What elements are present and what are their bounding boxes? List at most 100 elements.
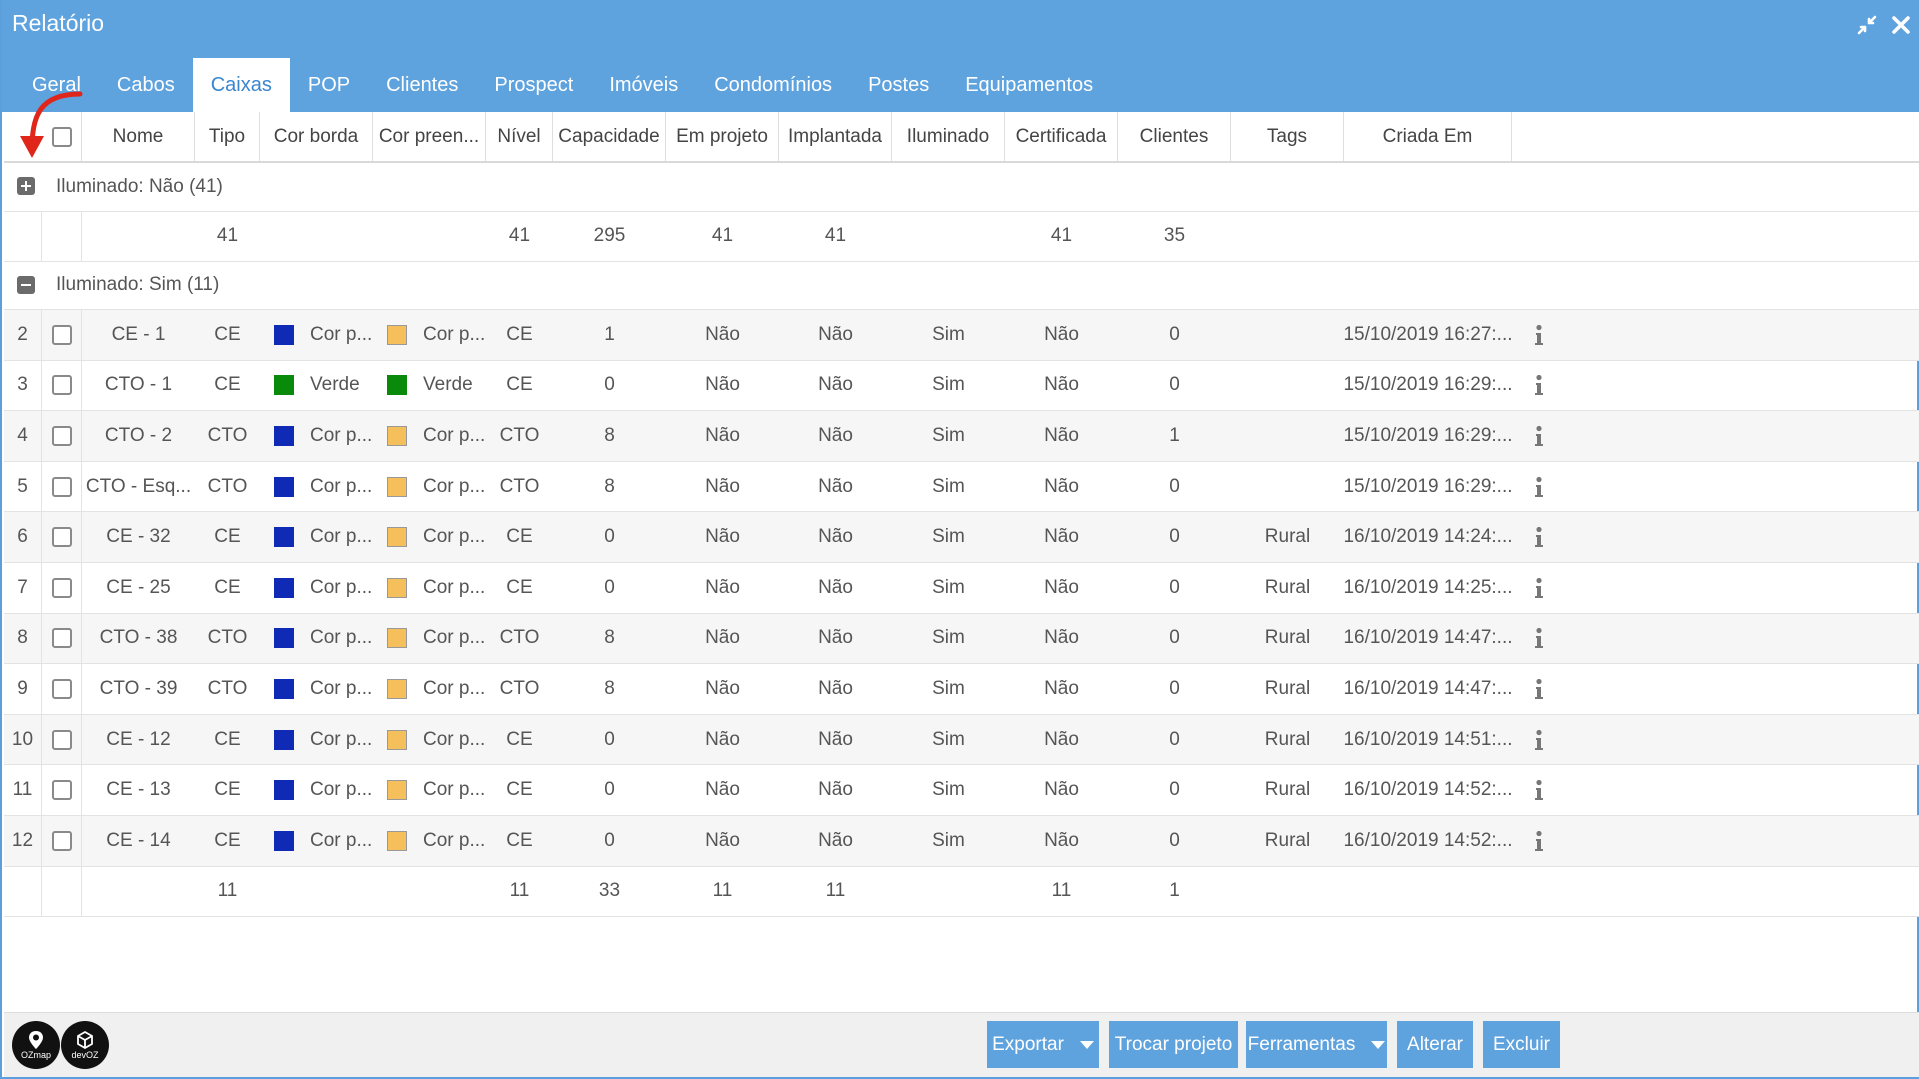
- table-row[interactable]: 5 CTO - Esq... CTO Cor p... Cor p... CTO 8 Não N…: [4, 461, 1919, 513]
- row-select: [42, 310, 82, 360]
- cell-capacidade: 8: [604, 424, 615, 446]
- color-swatch: [274, 375, 294, 396]
- cell-em-projeto: Não: [705, 677, 740, 699]
- info-icon[interactable]: [1534, 324, 1544, 346]
- row-checkbox[interactable]: [51, 577, 72, 598]
- close-icon[interactable]: [1890, 14, 1912, 36]
- info-icon[interactable]: [1534, 830, 1544, 852]
- table-row[interactable]: 9 CTO - 39 CTO Cor p... Cor p... CTO 8 Não Não Si…: [4, 664, 1919, 715]
- alterar-button[interactable]: Alterar: [1397, 1021, 1473, 1068]
- exportar-button[interactable]: Exportar: [987, 1021, 1099, 1068]
- cell-certificada: Não: [1044, 728, 1079, 750]
- tab-pop[interactable]: POP: [307, 73, 351, 96]
- cell-cor-preen: Cor p...: [373, 512, 486, 562]
- row-number: 5: [4, 461, 42, 512]
- window-title: Relatório: [12, 10, 105, 36]
- row-number: 12: [4, 815, 42, 866]
- restore-icon[interactable]: [1856, 14, 1878, 36]
- info-icon[interactable]: [1534, 374, 1544, 396]
- table-row[interactable]: 2 CE - 1 CE Cor p... Cor p... CE 1 Não Não Sim Não…: [4, 310, 1919, 361]
- tab-imóveis[interactable]: Imóveis: [609, 73, 679, 96]
- table-row[interactable]: 3 CTO - 1 CE Verde Verde CE 0 Não Não Sim Não 0 15/1…: [4, 360, 1919, 412]
- excluir-button[interactable]: Excluir: [1483, 1021, 1560, 1068]
- cell-cor-preen: Cor p...: [373, 765, 486, 815]
- info-icon[interactable]: [1534, 729, 1544, 751]
- ferramentas-button[interactable]: Ferramentas: [1246, 1021, 1387, 1068]
- row-actions: [1512, 816, 1565, 866]
- column-header-capacidade[interactable]: Capacidade: [553, 112, 666, 161]
- table-row[interactable]: 10 CE - 12 CE Cor p... Cor p... CE 0 Não Não Sim N…: [4, 714, 1919, 766]
- row-checkbox[interactable]: [51, 678, 72, 699]
- column-header-cor-preen[interactable]: Cor preen...: [373, 112, 486, 161]
- column-header-cor-borda[interactable]: Cor borda: [260, 112, 373, 161]
- row-checkbox[interactable]: [51, 324, 72, 345]
- row-actions: [1512, 563, 1565, 613]
- column-header-iluminado[interactable]: Iluminado: [892, 112, 1005, 161]
- header-select-all: [42, 112, 82, 161]
- collapse-icon[interactable]: [17, 275, 35, 294]
- row-checkbox[interactable]: [51, 729, 72, 750]
- color-swatch: [387, 425, 407, 446]
- cell-cor-borda: Cor p...: [260, 614, 373, 664]
- cell-clientes: 0: [1169, 829, 1180, 851]
- title-bar: Relatório Geral Cabos Caixas POP Clientes Pro…: [2, 0, 1919, 112]
- table-row[interactable]: 7 CE - 25 CE Cor p... Cor p... CE 0 Não Não Sim Nã…: [4, 562, 1919, 614]
- row-checkbox[interactable]: [51, 780, 72, 801]
- row-checkbox[interactable]: [51, 830, 72, 851]
- tab-condomínios[interactable]: Condomínios: [714, 73, 833, 96]
- cell-tipo: CTO: [207, 475, 248, 497]
- group-header-row[interactable]: Iluminado: Não (41): [4, 163, 1919, 212]
- summary-tipo: 41: [216, 225, 239, 246]
- info-icon[interactable]: [1534, 577, 1544, 599]
- table-row[interactable]: 8 CTO - 38 CTO Cor p... Cor p... CTO 8 Não Não Si…: [4, 613, 1919, 665]
- tab-prospect[interactable]: Prospect: [494, 73, 574, 96]
- tab-caixas[interactable]: Caixas: [192, 58, 290, 112]
- row-checkbox[interactable]: [51, 375, 72, 396]
- cell-cor-preen: Verde: [373, 361, 486, 411]
- table-row[interactable]: 6 CE - 32 CE Cor p... Cor p... CE 0 Não Não Sim Nã…: [4, 512, 1919, 563]
- info-icon[interactable]: [1534, 476, 1544, 498]
- info-icon[interactable]: [1534, 526, 1544, 548]
- row-checkbox[interactable]: [51, 628, 72, 649]
- table-row[interactable]: 12 CE - 14 CE Cor p... Cor p... CE 0 Não Não Sim N…: [4, 815, 1919, 867]
- color-label: Cor p...: [423, 829, 486, 851]
- color-label: Verde: [310, 374, 360, 396]
- row-actions: [1512, 512, 1565, 562]
- column-header-criada-em[interactable]: Criada Em: [1344, 112, 1512, 161]
- table-row[interactable]: 4 CTO - 2 CTO Cor p... Cor p... CTO 8 Não Não Sim…: [4, 411, 1919, 462]
- group-header-row[interactable]: Iluminado: Sim (11): [4, 261, 1919, 310]
- tab-geral[interactable]: Geral: [32, 73, 81, 96]
- tab-equipamentos[interactable]: Equipamentos: [965, 73, 1094, 96]
- column-header-nivel[interactable]: Nível: [486, 112, 553, 161]
- info-icon[interactable]: [1534, 678, 1544, 700]
- column-header-clientes[interactable]: Clientes: [1118, 112, 1231, 161]
- expand-icon[interactable]: [17, 177, 35, 195]
- info-icon[interactable]: [1534, 425, 1544, 447]
- color-label: Cor p...: [310, 576, 373, 598]
- cell-cor-preen: Cor p...: [373, 664, 486, 714]
- trocar-projeto-button[interactable]: Trocar projeto: [1109, 1021, 1238, 1068]
- column-header-tipo[interactable]: Tipo: [195, 112, 260, 161]
- select-all-checkbox[interactable]: [51, 126, 72, 147]
- cell-em-projeto: Não: [705, 475, 740, 497]
- tab-postes[interactable]: Postes: [868, 73, 930, 96]
- column-header-em-projeto[interactable]: Em projeto: [666, 112, 779, 161]
- info-icon[interactable]: [1534, 627, 1544, 649]
- column-header-implantada[interactable]: Implantada: [779, 112, 892, 161]
- column-header-certificada[interactable]: Certificada: [1005, 112, 1118, 161]
- row-select: [42, 512, 82, 562]
- row-checkbox[interactable]: [51, 425, 72, 446]
- column-header-nome[interactable]: Nome: [82, 112, 195, 161]
- tab-clientes[interactable]: Clientes: [386, 73, 459, 96]
- table-row[interactable]: 11 CE - 13 CE Cor p... Cor p... CE 0 Não Não Sim N…: [4, 765, 1919, 816]
- cell-tags: Rural: [1264, 627, 1311, 649]
- color-swatch: [387, 780, 407, 801]
- row-checkbox[interactable]: [51, 476, 72, 497]
- button-label: Exportar: [992, 1033, 1064, 1055]
- info-icon[interactable]: [1534, 779, 1544, 801]
- column-header-tags[interactable]: Tags: [1231, 112, 1344, 161]
- tab-cabos[interactable]: Cabos: [116, 73, 175, 96]
- row-checkbox[interactable]: [51, 527, 72, 548]
- cell-em-projeto: Não: [705, 323, 740, 345]
